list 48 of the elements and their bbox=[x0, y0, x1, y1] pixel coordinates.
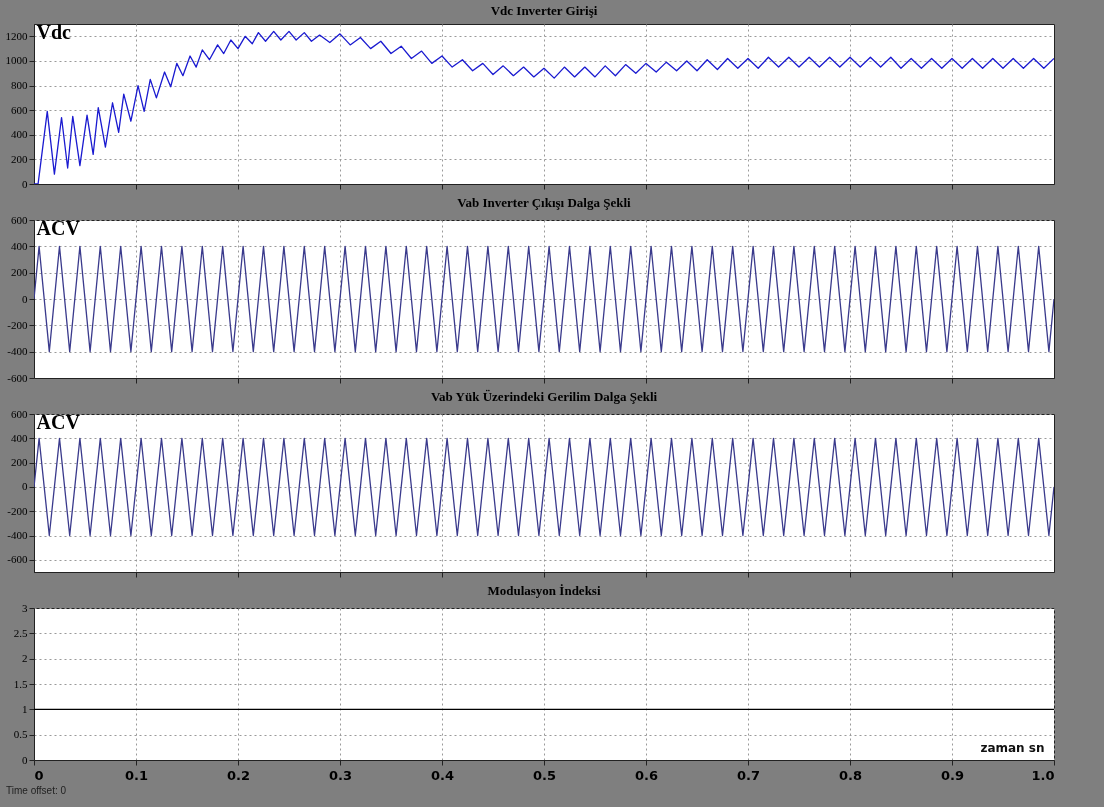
y-tick-label: 600 bbox=[11, 407, 28, 420]
y-tick-label: 1.5 bbox=[13, 677, 28, 690]
y-axis-title: Vdc bbox=[36, 20, 72, 43]
y-tick-label: -400 bbox=[7, 529, 28, 542]
x-axis-title: zaman sn bbox=[980, 740, 1045, 755]
y-tick-label: -600 bbox=[7, 371, 28, 384]
y-tick-label: -400 bbox=[7, 345, 28, 358]
y-tick-label: 400 bbox=[11, 239, 28, 252]
x-tick-label: 0.3 bbox=[328, 767, 353, 783]
x-tick-label: 0 bbox=[34, 767, 44, 783]
y-tick-label: 2.5 bbox=[13, 626, 28, 639]
y-axis-title: ACV bbox=[36, 216, 81, 239]
y-tick-label: 0 bbox=[22, 480, 28, 493]
y-tick-label: 600 bbox=[11, 213, 28, 226]
x-tick-label: 0.1 bbox=[124, 767, 149, 783]
x-tick-label: 0.2 bbox=[226, 767, 251, 783]
y-tick-label: 2 bbox=[22, 652, 28, 665]
y-tick-label: 1 bbox=[22, 702, 28, 715]
x-tick-label: 0.5 bbox=[532, 767, 557, 783]
x-tick-label: 0.6 bbox=[634, 767, 659, 783]
y-tick-label: 600 bbox=[11, 103, 28, 116]
y-tick-label: 0 bbox=[22, 292, 28, 305]
chart-title: Vab Inverter Çıkışı Dalga Şekli bbox=[457, 195, 632, 210]
y-tick-label: 400 bbox=[11, 431, 28, 444]
x-tick-label: 0.8 bbox=[838, 767, 863, 783]
y-tick-label: -200 bbox=[7, 504, 28, 517]
y-tick-label: 800 bbox=[11, 79, 28, 92]
chart-title: Vdc Inverter Girişi bbox=[490, 3, 598, 18]
x-tick-label: 0.4 bbox=[430, 767, 455, 783]
y-tick-label: 200 bbox=[11, 266, 28, 279]
x-tick-label: 1.0 bbox=[1031, 767, 1055, 783]
chart-title: Modulasyon İndeksi bbox=[487, 583, 601, 598]
x-tick-label: 0.9 bbox=[940, 767, 965, 783]
y-tick-label: 0 bbox=[22, 753, 28, 766]
y-tick-label: 3 bbox=[22, 601, 28, 614]
y-tick-label: -600 bbox=[7, 553, 28, 566]
x-tick-label: 0.7 bbox=[736, 767, 761, 783]
y-tick-label: 200 bbox=[11, 152, 28, 165]
y-tick-label: 200 bbox=[11, 456, 28, 469]
text: Time offset: 0 bbox=[5, 785, 68, 796]
y-tick-label: -200 bbox=[7, 318, 28, 331]
y-tick-label: 400 bbox=[11, 128, 28, 141]
y-tick-label: 1200 bbox=[5, 29, 28, 42]
y-tick-label: 1000 bbox=[5, 54, 28, 67]
chart-title: Vab Yük Üzerindeki Gerilim Dalga Şekli bbox=[430, 389, 658, 404]
y-axis-title: ACV bbox=[36, 410, 81, 433]
y-tick-label: 0 bbox=[22, 177, 28, 190]
y-tick-label: 0.5 bbox=[13, 728, 28, 741]
